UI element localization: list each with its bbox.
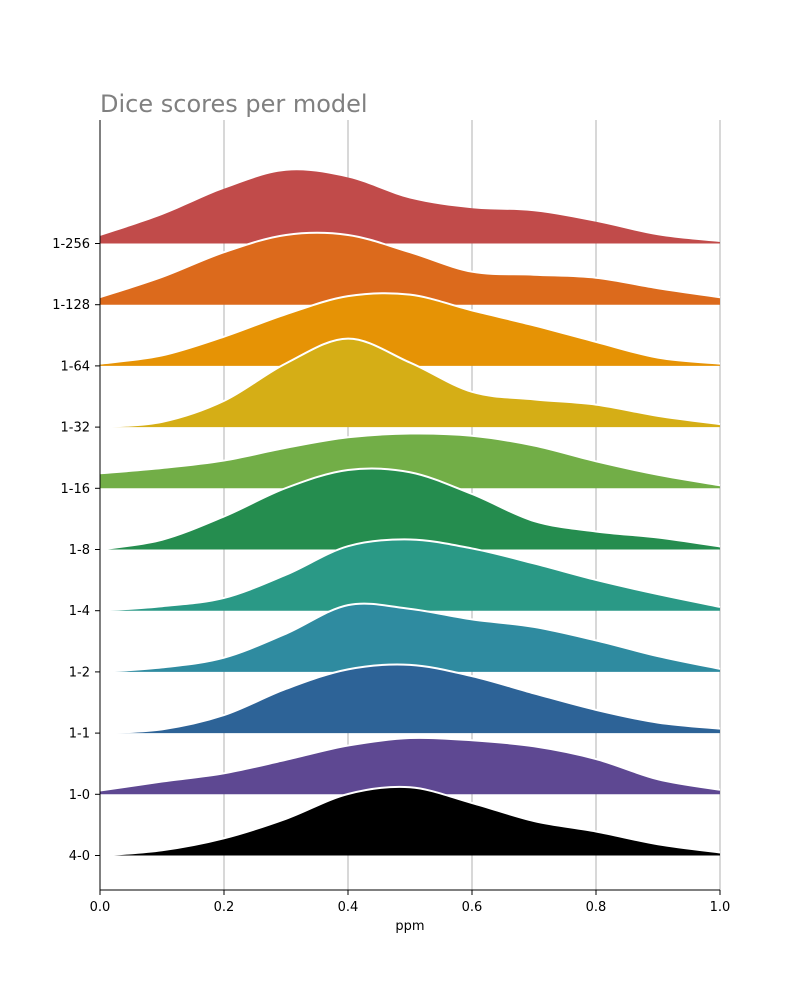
ridge-area xyxy=(100,539,720,611)
x-tick-label: 0.4 xyxy=(338,900,359,915)
ridge-area xyxy=(100,737,720,795)
y-tick-label: 1-2 xyxy=(69,665,90,680)
y-tick-label: 1-0 xyxy=(69,788,90,803)
ridge-outline xyxy=(99,736,721,792)
chart-title: Dice scores per model xyxy=(100,90,368,118)
ridge-outline xyxy=(99,292,721,365)
ridge-outline xyxy=(99,785,721,857)
y-tick-label: 1-8 xyxy=(69,543,90,558)
y-tick-label: 1-32 xyxy=(60,421,90,436)
y-tick-label: 4-0 xyxy=(69,849,90,864)
y-tick-label: 1-1 xyxy=(69,727,90,742)
ridge-area xyxy=(100,433,720,489)
y-tick-label: 1-256 xyxy=(52,237,90,252)
ridge-area xyxy=(100,338,720,428)
ridge-outline xyxy=(99,538,721,612)
x-axis-label: ppm xyxy=(395,919,424,934)
y-tick-labels: 1-256 1-128 1-64 1-32 1-16 1-8 1-4 1-2 1-1 1-0 4-0 xyxy=(52,237,100,864)
ridge-area xyxy=(100,603,720,672)
ridge-area xyxy=(100,786,720,856)
ridges xyxy=(99,170,721,857)
x-tick-label: 0.2 xyxy=(214,900,235,915)
x-tick-label: 1.0 xyxy=(710,900,731,915)
ridge-outline xyxy=(99,467,721,551)
ridge-area xyxy=(100,170,720,244)
ridge-area xyxy=(100,232,720,305)
ridge-outline xyxy=(99,432,721,487)
x-tick-label: 0.8 xyxy=(586,900,607,915)
y-tick-label: 1-4 xyxy=(69,604,90,619)
ridge-outline xyxy=(99,337,721,429)
ridge-area xyxy=(100,468,720,550)
ridge-outline xyxy=(99,231,721,299)
ridge-outline xyxy=(99,663,721,735)
x-tick-labels: 0.0 0.2 0.4 0.6 0.8 1.0 xyxy=(90,890,731,915)
ridge-area xyxy=(100,293,720,366)
y-tick-label: 1-16 xyxy=(60,482,90,497)
y-tick-label: 1-128 xyxy=(52,298,90,313)
y-tick-label: 1-64 xyxy=(60,359,90,374)
ridge-outline xyxy=(99,602,721,673)
ridge-area xyxy=(100,664,720,734)
x-tick-label: 0.6 xyxy=(462,900,483,915)
x-tick-label: 0.0 xyxy=(90,900,111,915)
